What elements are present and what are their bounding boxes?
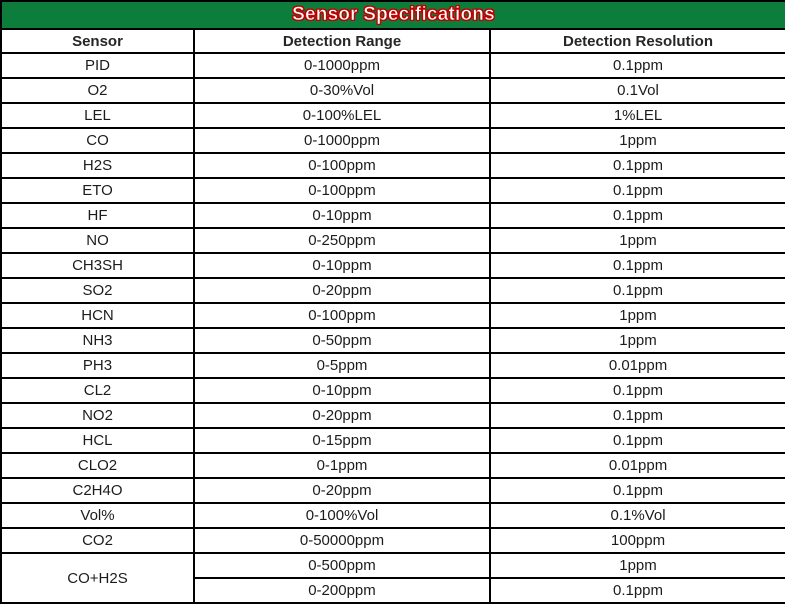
resolution-cell: 100ppm — [488, 527, 785, 554]
range-cell: 0-100ppm — [193, 152, 491, 179]
resolution-cell: 1ppm — [488, 552, 785, 579]
table-row: PH3 0-5ppm 0.01ppm — [0, 352, 785, 379]
resolution-cell: 0.1ppm — [488, 577, 785, 604]
sensor-cell: PH3 — [0, 352, 195, 379]
resolution-cell: 0.1ppm — [488, 152, 785, 179]
table-row: NH3 0-50ppm 1ppm — [0, 327, 785, 354]
resolution-cell: 1ppm — [488, 127, 785, 154]
resolution-cell: 0.1ppm — [488, 477, 785, 504]
table-row-merged-1: CO+H2S 0-500ppm 1ppm — [0, 552, 785, 604]
sensor-cell: NH3 — [0, 327, 195, 354]
resolution-cell: 0.1ppm — [488, 277, 785, 304]
resolution-cell: 0.01ppm — [488, 452, 785, 479]
table-row: O2 0-30%Vol 0.1Vol — [0, 77, 785, 104]
sensor-cell: HCN — [0, 302, 195, 329]
resolution-cell: 0.1ppm — [488, 377, 785, 404]
table-row: PID 0-1000ppm 0.1ppm — [0, 52, 785, 79]
sensor-cell-merged: CO+H2S — [0, 552, 195, 604]
resolution-cell: 0.1Vol — [488, 77, 785, 104]
table-row: LEL 0-100%LEL 1%LEL — [0, 102, 785, 129]
sensor-cell: LEL — [0, 102, 195, 129]
table-row: NO 0-250ppm 1ppm — [0, 227, 785, 254]
column-header-sensor: Sensor — [0, 28, 195, 54]
sensor-cell: O2 — [0, 77, 195, 104]
range-cell: 0-10ppm — [193, 202, 491, 229]
sensor-cell: CLO2 — [0, 452, 195, 479]
table-row: HCN 0-100ppm 1ppm — [0, 302, 785, 329]
sensor-cell: CO2 — [0, 527, 195, 554]
range-cell: 0-50000ppm — [193, 527, 491, 554]
table-row: HF 0-10ppm 0.1ppm — [0, 202, 785, 229]
table-row: HCL 0-15ppm 0.1ppm — [0, 427, 785, 454]
table-title-row: Sensor Specifications — [0, 0, 785, 30]
sensor-cell: HF — [0, 202, 195, 229]
range-cell: 0-15ppm — [193, 427, 491, 454]
range-cell: 0-1000ppm — [193, 52, 491, 79]
sensor-cell: NO2 — [0, 402, 195, 429]
range-cell: 0-500ppm — [193, 552, 491, 579]
range-cell: 0-5ppm — [193, 352, 491, 379]
range-cell: 0-200ppm — [193, 577, 491, 604]
sensor-cell: NO — [0, 227, 195, 254]
table-row: NO2 0-20ppm 0.1ppm — [0, 402, 785, 429]
resolution-cell: 0.1%Vol — [488, 502, 785, 529]
table-row: ETO 0-100ppm 0.1ppm — [0, 177, 785, 204]
sensor-cell: H2S — [0, 152, 195, 179]
range-cell: 0-100ppm — [193, 177, 491, 204]
sensor-cell: HCL — [0, 427, 195, 454]
range-cell: 0-1000ppm — [193, 127, 491, 154]
resolution-cell: 0.1ppm — [488, 427, 785, 454]
table-row: CH3SH 0-10ppm 0.1ppm — [0, 252, 785, 279]
column-header-detection-resolution: Detection Resolution — [488, 28, 785, 54]
table-row: CL2 0-10ppm 0.1ppm — [0, 377, 785, 404]
range-cell: 0-250ppm — [193, 227, 491, 254]
resolution-cell: 0.1ppm — [488, 52, 785, 79]
table-row: SO2 0-20ppm 0.1ppm — [0, 277, 785, 304]
page-title: Sensor Specifications — [0, 0, 785, 30]
resolution-cell: 1ppm — [488, 302, 785, 329]
resolution-cell: 0.1ppm — [488, 202, 785, 229]
sensor-cell: ETO — [0, 177, 195, 204]
range-cell: 0-100%Vol — [193, 502, 491, 529]
sensor-cell: CL2 — [0, 377, 195, 404]
range-cell: 0-100ppm — [193, 302, 491, 329]
table-row: Vol% 0-100%Vol 0.1%Vol — [0, 502, 785, 529]
table-row: CLO2 0-1ppm 0.01ppm — [0, 452, 785, 479]
resolution-cell: 0.01ppm — [488, 352, 785, 379]
resolution-cell: 0.1ppm — [488, 402, 785, 429]
table-row: CO 0-1000ppm 1ppm — [0, 127, 785, 154]
table-row: H2S 0-100ppm 0.1ppm — [0, 152, 785, 179]
range-cell: 0-20ppm — [193, 402, 491, 429]
range-cell: 0-20ppm — [193, 277, 491, 304]
range-cell: 0-10ppm — [193, 377, 491, 404]
resolution-cell: 1ppm — [488, 227, 785, 254]
column-header-detection-range: Detection Range — [193, 28, 491, 54]
resolution-cell: 0.1ppm — [488, 177, 785, 204]
range-cell: 0-20ppm — [193, 477, 491, 504]
sensor-cell: CH3SH — [0, 252, 195, 279]
sensor-cell: PID — [0, 52, 195, 79]
table-row: C2H4O 0-20ppm 0.1ppm — [0, 477, 785, 504]
resolution-cell: 1ppm — [488, 327, 785, 354]
range-cell: 0-10ppm — [193, 252, 491, 279]
resolution-cell: 1%LEL — [488, 102, 785, 129]
range-cell: 0-30%Vol — [193, 77, 491, 104]
sensor-cell: C2H4O — [0, 477, 195, 504]
range-cell: 0-1ppm — [193, 452, 491, 479]
sensor-cell: Vol% — [0, 502, 195, 529]
range-cell: 0-50ppm — [193, 327, 491, 354]
resolution-cell: 0.1ppm — [488, 252, 785, 279]
table-header-row: Sensor Detection Range Detection Resolut… — [0, 28, 785, 54]
range-cell: 0-100%LEL — [193, 102, 491, 129]
sensor-cell: SO2 — [0, 277, 195, 304]
sensor-cell: CO — [0, 127, 195, 154]
table-row: CO2 0-50000ppm 100ppm — [0, 527, 785, 554]
